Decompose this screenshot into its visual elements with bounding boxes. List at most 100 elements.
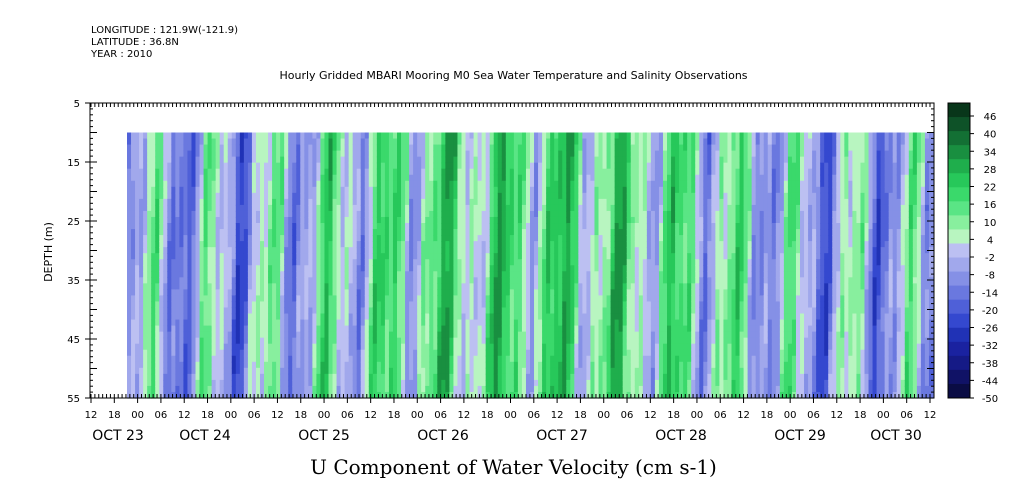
heatmap-cell [417, 301, 422, 309]
heatmap-cell [215, 174, 221, 182]
heatmap-cell [340, 379, 346, 387]
heatmap-cell [469, 144, 475, 152]
heatmap-cell [368, 210, 374, 218]
heatmap-cell [292, 253, 297, 260]
heatmap-cell [485, 313, 491, 321]
heatmap-cell [368, 162, 374, 170]
heatmap-cell [530, 204, 535, 212]
heatmap-cell [437, 198, 442, 206]
heatmap-cell [461, 180, 467, 188]
heatmap-cell [364, 289, 370, 297]
heatmap-cell [538, 132, 543, 140]
heatmap-cell [376, 223, 382, 230]
heatmap-cell [139, 331, 144, 339]
heatmap-cell [131, 373, 136, 381]
heatmap-cell [288, 132, 293, 140]
heatmap-cell [445, 229, 450, 236]
heatmap-cell [336, 180, 342, 188]
heatmap-cell [441, 385, 446, 393]
heatmap-cell [191, 271, 197, 278]
heatmap-cell [203, 313, 209, 321]
heatmap-cell [441, 192, 446, 200]
heatmap-cell [199, 319, 205, 327]
heatmap-cell [235, 355, 241, 363]
heatmap-cell [449, 174, 455, 182]
heatmap-cell [566, 198, 571, 206]
heatmap-cell [477, 379, 483, 387]
heatmap-cell [272, 241, 277, 248]
heatmap-cell [304, 216, 309, 224]
heatmap-cell [219, 367, 225, 375]
heatmap-cell [352, 313, 358, 321]
heatmap-cell [223, 235, 229, 242]
heatmap-cell [292, 198, 297, 206]
heatmap-cell [336, 216, 342, 224]
heatmap-cell [163, 235, 168, 242]
heatmap-cell [171, 355, 176, 363]
heatmap-cell [127, 301, 132, 309]
heatmap-cell [243, 337, 249, 345]
heatmap-cell [513, 271, 519, 278]
heatmap-cell [219, 168, 225, 176]
heatmap-cell [401, 391, 406, 399]
heatmap-cell [465, 289, 471, 297]
heatmap-cell [195, 301, 201, 309]
heatmap-cell [203, 373, 209, 381]
heatmap-cell [534, 259, 539, 266]
heatmap-cell [348, 367, 354, 375]
heatmap-cell [328, 319, 334, 327]
heatmap-cell [215, 385, 221, 393]
heatmap-cell [223, 180, 229, 188]
heatmap-cell [255, 361, 261, 369]
heatmap-cell [352, 349, 358, 357]
heatmap-cell [469, 325, 475, 333]
heatmap-cell [485, 265, 491, 272]
heatmap-cell [372, 379, 378, 387]
heatmap-cell [316, 301, 322, 309]
heatmap-cell [332, 391, 338, 399]
heatmap-cell [159, 367, 164, 375]
heatmap-cell [461, 168, 467, 176]
heatmap-cell [384, 349, 390, 357]
heatmap-cell [513, 391, 519, 399]
heatmap-cell [558, 192, 563, 200]
heatmap-cell [227, 361, 233, 369]
heatmap-cell [227, 289, 233, 297]
heatmap-cell [223, 150, 229, 158]
heatmap-cell [163, 168, 168, 176]
heatmap-cell [453, 241, 459, 248]
heatmap-cell [372, 325, 378, 333]
heatmap-cell [534, 295, 539, 303]
heatmap-cell [364, 271, 370, 278]
heatmap-cell [231, 367, 237, 375]
heatmap-cell [231, 198, 237, 206]
heatmap-cell [147, 277, 152, 284]
heatmap-cell [127, 162, 132, 170]
heatmap-cell [481, 162, 487, 170]
heatmap-cell [296, 349, 301, 357]
heatmap-cell [191, 229, 197, 236]
heatmap-cell [227, 265, 233, 272]
heatmap-cell [376, 180, 382, 188]
heatmap-cell [368, 265, 374, 272]
heatmap-cell [223, 373, 229, 381]
heatmap-cell [409, 156, 414, 164]
heatmap-cell [473, 223, 479, 230]
heatmap-cell [360, 138, 366, 146]
heatmap-cell [368, 204, 374, 212]
heatmap-cell [308, 319, 313, 327]
heatmap-cell [300, 150, 305, 158]
heatmap-cell [397, 331, 402, 339]
heatmap-cell [457, 271, 463, 278]
heatmap-cell [195, 355, 201, 363]
heatmap-cell [183, 247, 189, 254]
heatmap-cell [360, 186, 366, 194]
heatmap-cell [272, 391, 277, 399]
heatmap-cell [199, 223, 205, 230]
heatmap-cell [425, 331, 430, 339]
heatmap-cell [344, 223, 350, 230]
heatmap-cell [546, 210, 551, 218]
heatmap-cell [243, 307, 249, 315]
heatmap-cell [360, 216, 366, 224]
heatmap-cell [304, 391, 309, 399]
